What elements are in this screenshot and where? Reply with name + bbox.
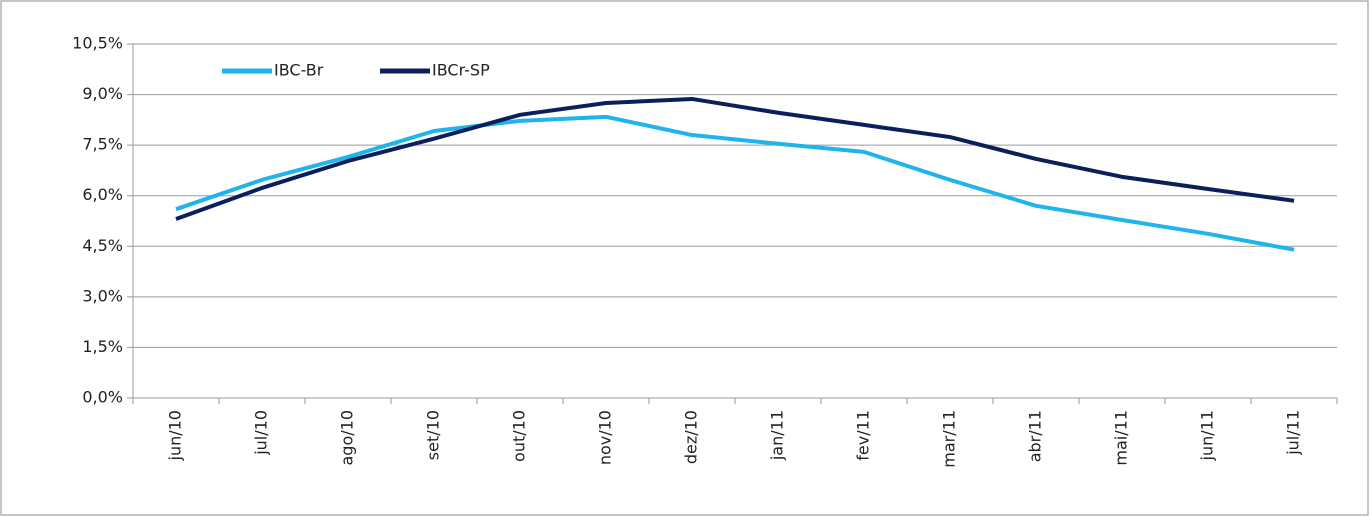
x-tick-label: jun/10 xyxy=(166,410,185,461)
y-tick-label: 6,0% xyxy=(82,185,123,204)
series-line xyxy=(175,114,1295,252)
x-tick-label: jul/11 xyxy=(1284,410,1303,456)
y-tick-label: 0,0% xyxy=(82,388,123,407)
x-tick-label: dez/10 xyxy=(682,410,701,464)
legend-label: IBC-Br xyxy=(274,61,324,80)
y-tick-label: 10,5% xyxy=(72,34,123,53)
y-tick-label: 4,5% xyxy=(82,236,123,255)
x-tick-label: fev/11 xyxy=(854,410,873,461)
x-tick-label: nov/10 xyxy=(596,410,615,465)
y-tick-label: 7,5% xyxy=(82,135,123,154)
y-tick-label: 3,0% xyxy=(82,286,123,305)
x-tick-label: abr/11 xyxy=(1026,410,1045,462)
x-tick-label: jan/11 xyxy=(768,410,787,461)
x-tick-label: jun/11 xyxy=(1198,410,1217,461)
y-tick-label: 1,5% xyxy=(82,337,123,356)
legend-label: IBCr-SP xyxy=(432,61,490,80)
x-tick-label: mar/11 xyxy=(940,410,959,468)
y-tick-label: 9,0% xyxy=(82,84,123,103)
x-tick-label: ago/10 xyxy=(338,410,357,466)
x-tick-label: set/10 xyxy=(424,410,443,460)
x-tick-label: out/10 xyxy=(510,410,529,462)
series-line xyxy=(175,96,1295,221)
x-tick-label: jul/10 xyxy=(252,410,271,456)
x-tick-label: mai/11 xyxy=(1112,410,1131,466)
